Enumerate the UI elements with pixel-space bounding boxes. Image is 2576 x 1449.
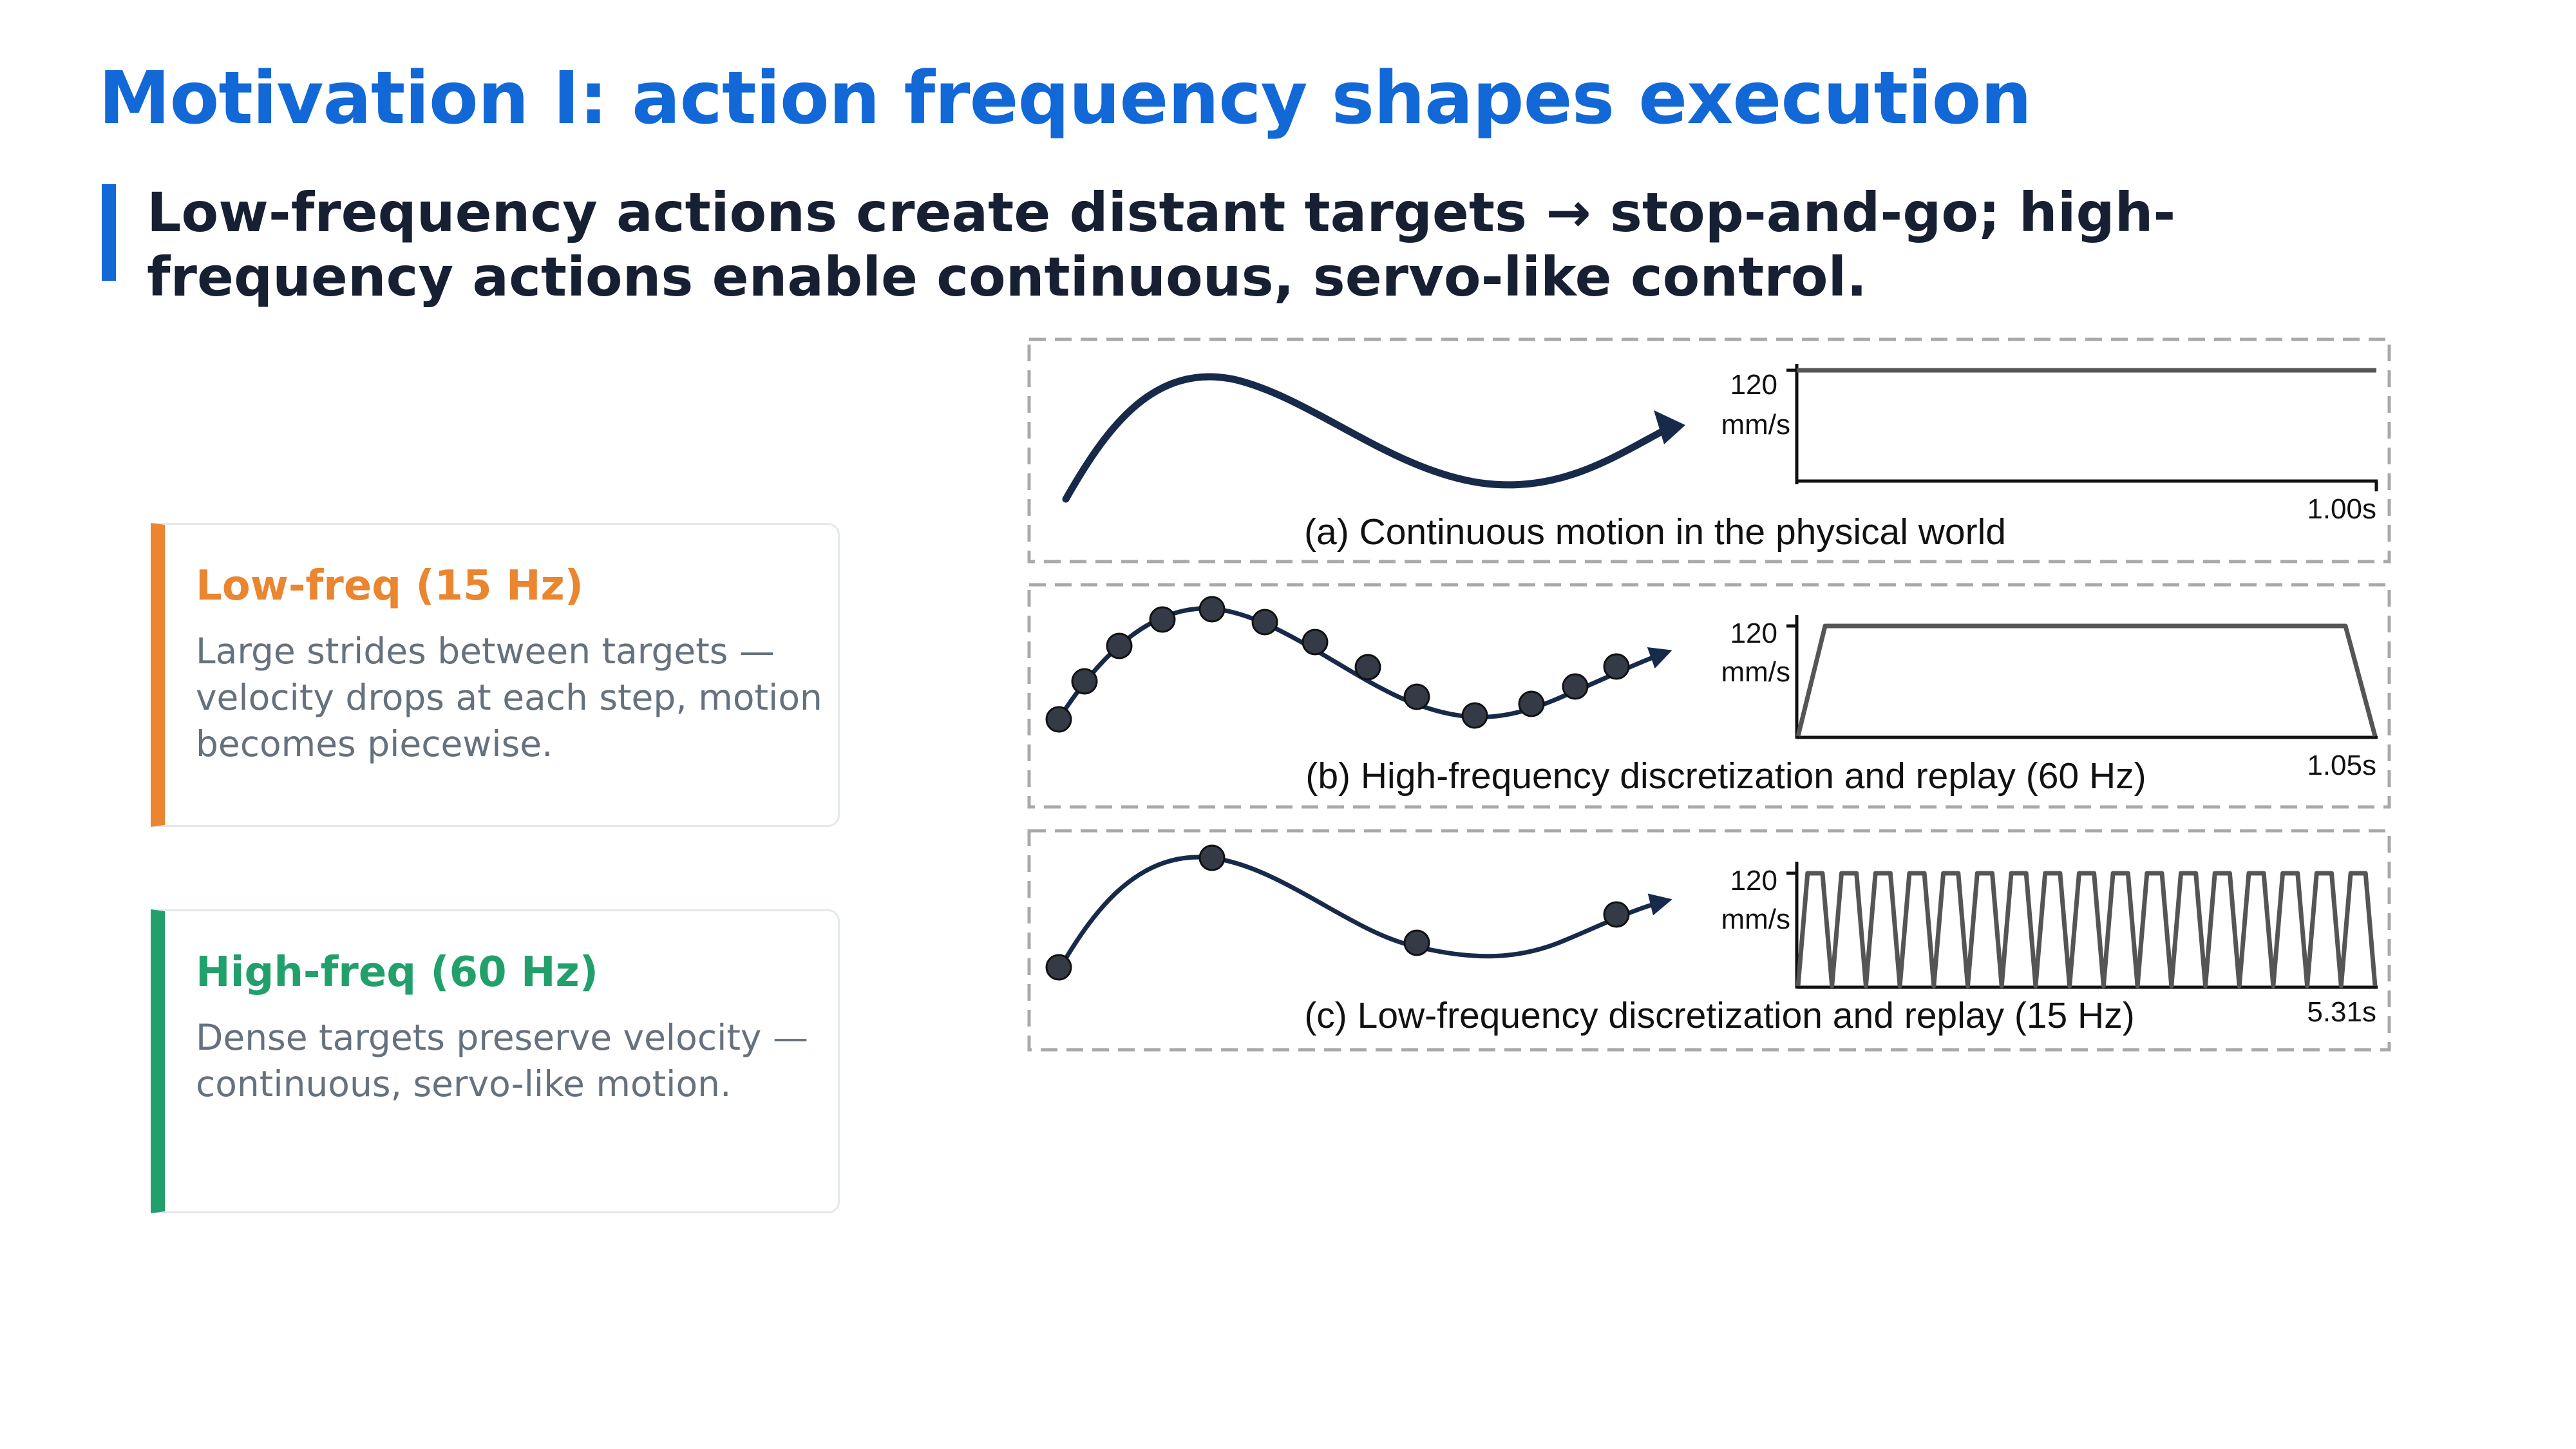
panel-c-frame — [1027, 829, 2391, 1052]
panel-b-point — [1354, 654, 1381, 681]
panel-b-point — [1149, 606, 1176, 633]
high-freq-card: High-freq (60 Hz) Dense targets preserve… — [151, 909, 840, 1213]
panel-b-point — [1071, 668, 1098, 695]
panel-c-y-unit: mm/s — [1721, 904, 1790, 935]
slide-title: Motivation I: action frequency shapes ex… — [99, 57, 2032, 140]
panel-c-point — [1198, 844, 1226, 871]
high-freq-card-title: High-freq (60 Hz) — [196, 949, 598, 996]
panel-a-y-unit: mm/s — [1721, 409, 1790, 440]
panel-a-duration: 1.00s — [2307, 493, 2376, 525]
panel-c: 120 mm/s 5.31s (c) Low-frequency discret… — [1027, 829, 2391, 1052]
panel-b-y-value: 120 — [1730, 618, 1777, 649]
panel-b-point — [1518, 690, 1545, 717]
panel-b-point — [1251, 609, 1278, 636]
panel-a: 120 mm/s 1.00s (a) Continuous motion in … — [1027, 337, 2391, 564]
frequency-figure: 120 mm/s 1.00s (a) Continuous motion in … — [1027, 337, 2391, 1052]
panel-b-point — [1461, 702, 1488, 729]
panel-a-arrow-head — [1654, 410, 1685, 444]
panel-c-motion-curve — [1057, 855, 1672, 971]
panel-b-point — [1562, 673, 1589, 700]
panel-b-point — [1198, 596, 1226, 623]
panel-b-point — [1106, 632, 1133, 659]
low-freq-card: Low-freq (15 Hz) Large strides between t… — [151, 523, 840, 827]
panel-b-duration: 1.05s — [2307, 750, 2376, 781]
panel-a-y-value: 120 — [1730, 369, 1777, 401]
panel-a-motion-curve — [1062, 373, 1678, 503]
panel-b-point — [1603, 653, 1630, 680]
panel-c-velocity-line — [1795, 871, 2378, 989]
low-freq-card-title: Low-freq (15 Hz) — [196, 562, 583, 610]
low-freq-card-body: Large strides between targets — velocity… — [196, 630, 822, 764]
panel-b-velocity-line — [1795, 623, 2378, 737]
panel-b-point — [1302, 629, 1329, 656]
high-freq-card-body: Dense targets preserve velocity — contin… — [196, 1017, 808, 1104]
panel-a-frame — [1027, 337, 2391, 564]
panel-b-point — [1403, 683, 1430, 710]
panel-c-point — [1403, 929, 1430, 956]
panel-c-sample-points — [1045, 844, 1630, 981]
panel-a-caption: (a) Continuous motion in the physical wo… — [1304, 511, 2006, 553]
panel-b-caption: (b) High-frequency discretization and re… — [1305, 755, 2146, 797]
panel-b-frame — [1027, 583, 2391, 809]
panel-b: 120 mm/s 1.05s (b) High-frequency discre… — [1027, 583, 2391, 809]
panel-c-y-value: 120 — [1730, 865, 1777, 896]
panel-c-point — [1045, 954, 1072, 981]
panel-b-y-unit: mm/s — [1721, 656, 1790, 688]
panel-b-sample-points — [1045, 596, 1630, 733]
subtitle-accent-bar — [102, 184, 116, 281]
slide-subtitle: Low-frequency actions create distant tar… — [147, 181, 2176, 308]
panel-c-caption: (c) Low-frequency discretization and rep… — [1304, 995, 2134, 1036]
panel-c-duration: 5.31s — [2307, 996, 2376, 1028]
panel-c-point — [1603, 901, 1630, 928]
panel-b-point — [1045, 706, 1072, 733]
